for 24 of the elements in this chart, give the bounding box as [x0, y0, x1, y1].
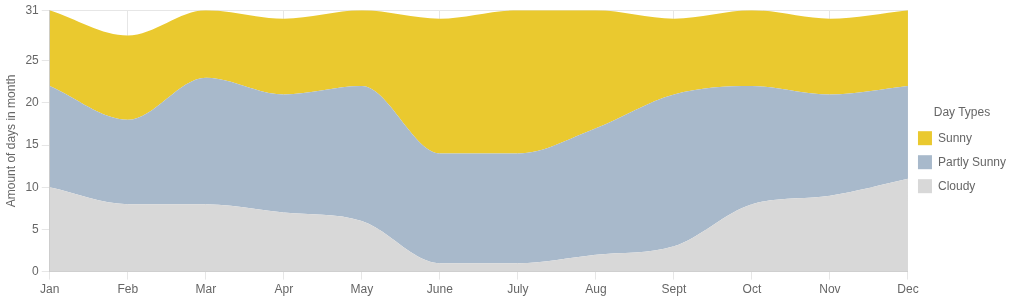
legend-label: Partly Sunny — [937, 154, 1007, 169]
y-tick-label: 20 — [25, 95, 40, 110]
y-tick-label: 0 — [32, 263, 40, 278]
x-tick-label: June — [426, 282, 454, 297]
y-tick-label: 5 — [32, 221, 40, 236]
x-tick-label: Dec — [897, 282, 919, 297]
y-tick-label: 15 — [25, 137, 40, 152]
x-tick-label: Aug — [585, 282, 607, 297]
x-tick-label: Feb — [117, 282, 139, 297]
y-tick-label: 25 — [25, 53, 40, 68]
x-tick-label: Oct — [742, 282, 762, 297]
legend-title: Day Types — [933, 105, 991, 120]
y-tick-label: 31 — [25, 2, 40, 17]
x-tick-label: Sept — [661, 282, 687, 297]
x-tick-label: Mar — [195, 282, 217, 297]
x-tick-label: Jan — [40, 282, 60, 297]
x-tick-label: Nov — [819, 282, 841, 297]
x-tick-label: May — [350, 282, 374, 297]
legend-label: Sunny — [937, 130, 972, 145]
x-tick-label: Apr — [274, 282, 294, 297]
x-tick-label: July — [507, 282, 529, 297]
y-axis-title: Amount of days in month — [3, 74, 18, 208]
legend-label: Cloudy — [937, 178, 976, 193]
y-tick-label: 10 — [25, 179, 40, 194]
